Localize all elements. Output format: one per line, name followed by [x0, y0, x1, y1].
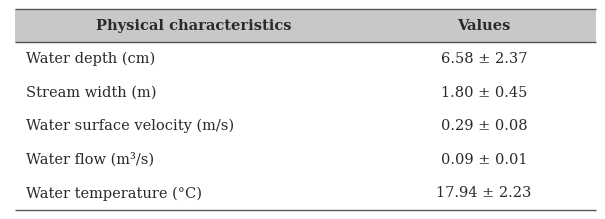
Text: Water surface velocity (m/s): Water surface velocity (m/s) — [26, 119, 234, 134]
Text: 17.94 ± 2.23: 17.94 ± 2.23 — [436, 186, 532, 200]
Text: Water depth (cm): Water depth (cm) — [26, 52, 155, 66]
Text: Water temperature (°C): Water temperature (°C) — [26, 186, 202, 201]
Text: Stream width (m): Stream width (m) — [26, 86, 157, 100]
Text: 6.58 ± 2.37: 6.58 ± 2.37 — [441, 52, 528, 66]
Text: 0.09 ± 0.01: 0.09 ± 0.01 — [441, 153, 528, 167]
Text: Values: Values — [457, 19, 511, 33]
Text: 0.29 ± 0.08: 0.29 ± 0.08 — [441, 119, 528, 133]
Text: Water flow (m³/s): Water flow (m³/s) — [26, 153, 154, 167]
Text: Physical characteristics: Physical characteristics — [96, 19, 292, 33]
Text: 1.80 ± 0.45: 1.80 ± 0.45 — [441, 86, 528, 100]
